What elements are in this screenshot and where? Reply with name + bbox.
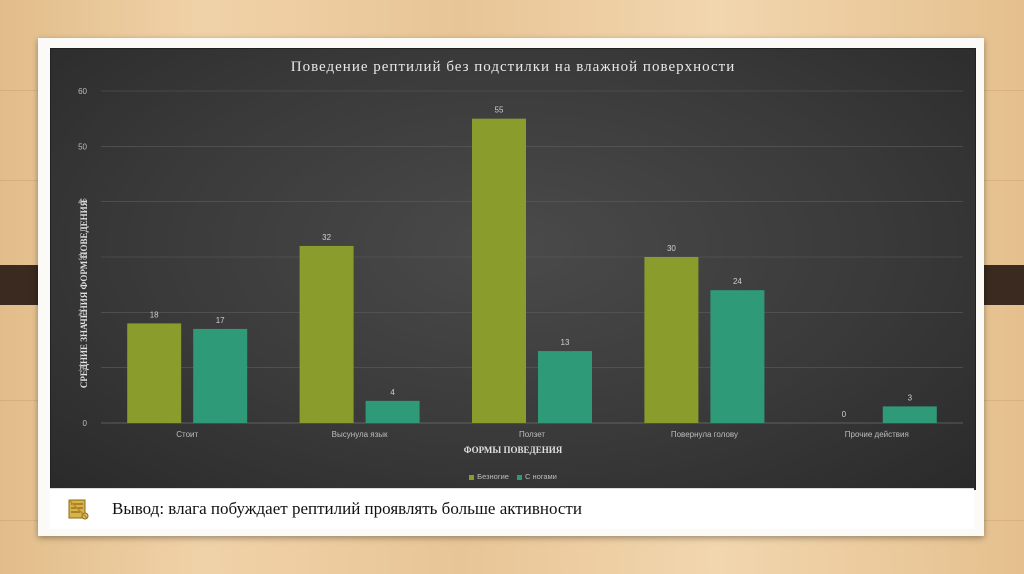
conclusion-bar: Вывод: влага побуждает рептилий проявлят… [50, 488, 974, 529]
y-tick-label: 30 [78, 253, 87, 262]
scroll-icon [68, 499, 89, 520]
bar [193, 328, 248, 423]
x-tick-label: Прочие действия [845, 430, 909, 439]
x-tick-label: Высунула язык [332, 430, 388, 439]
data-label: 17 [216, 316, 225, 325]
y-tick-label: 10 [78, 364, 87, 373]
bar [882, 406, 937, 423]
legend-item: Безногие [469, 472, 509, 481]
bar [538, 351, 592, 423]
chart-title: Поведение рептилий без подстилки на влаж… [290, 59, 736, 75]
legend-swatch [469, 474, 475, 480]
legend-swatch [516, 474, 522, 480]
y-tick-label: 0 [83, 419, 88, 428]
bar [710, 290, 765, 423]
y-tick-label: 50 [78, 142, 87, 151]
x-axis-label: ФОРМЫ ПОВЕДЕНИЯ [463, 445, 563, 455]
data-label: 32 [322, 233, 331, 242]
data-label: 0 [842, 410, 847, 419]
chart-panel: Поведение рептилий без подстилки на влаж… [50, 48, 976, 490]
legend-label: Безногие [477, 472, 509, 481]
y-tick-label: 60 [78, 87, 87, 96]
chart-legend: Безногие С ногами [51, 472, 975, 481]
bar [472, 118, 526, 424]
x-tick-label: Повернула голову [671, 430, 738, 439]
legend-item: С ногами [516, 472, 557, 481]
legend-label: С ногами [524, 472, 557, 481]
bar [127, 323, 182, 423]
data-label: 30 [667, 244, 676, 253]
data-label: 3 [908, 393, 913, 402]
bar [365, 400, 420, 423]
x-tick-label: Стоит [176, 430, 198, 439]
y-tick-label: 40 [78, 198, 87, 207]
data-label: 55 [495, 106, 504, 115]
y-tick-label: 20 [78, 308, 87, 317]
conclusion-text: Вывод: влага побуждает рептилий проявлят… [112, 499, 582, 518]
data-label: 18 [150, 310, 159, 319]
bar [644, 257, 699, 423]
data-label: 4 [390, 388, 395, 397]
x-tick-label: Ползет [519, 430, 545, 439]
data-label: 13 [561, 338, 570, 347]
left-dark-band [0, 265, 44, 305]
bar [299, 245, 354, 423]
data-label: 24 [733, 277, 742, 286]
